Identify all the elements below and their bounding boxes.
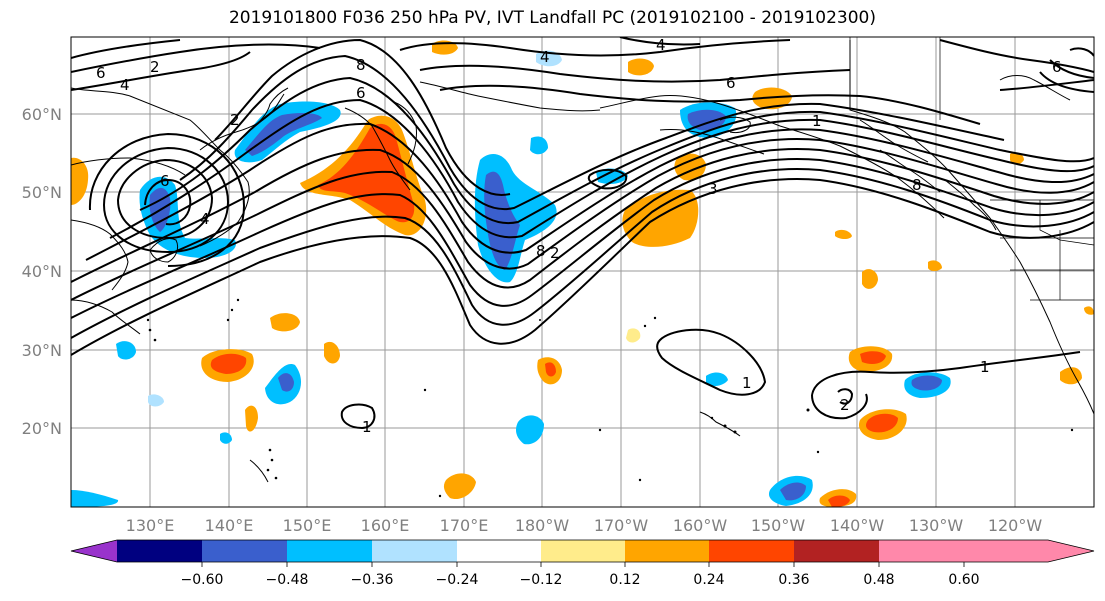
contour-label: 4 [656, 36, 666, 54]
colorbar-label: −0.24 [436, 572, 479, 588]
contour-label: 2 [550, 244, 560, 262]
contour-label: 4 [200, 210, 210, 228]
colorbar-extend-low [71, 540, 117, 562]
lon-tick-label: 170°W [594, 516, 649, 535]
lon-tick-label: 120°W [988, 516, 1043, 535]
lon-tick-label: 140°E [205, 516, 254, 535]
lon-tick-label: 130°W [909, 516, 964, 535]
colorbar-label: 0.24 [693, 572, 724, 588]
colorbar-label: −0.48 [266, 572, 309, 588]
colorbar-segment [457, 540, 541, 562]
contour-label: 6 [160, 172, 170, 190]
colorbar-label: −0.12 [520, 572, 563, 588]
contour-label: 1 [742, 374, 752, 392]
islands [146, 298, 1074, 498]
lon-tick-label: 160°E [361, 516, 410, 535]
contour-label: 6 [356, 84, 366, 102]
lon-tick-label: 170°E [440, 516, 489, 535]
lat-tick-label: 40°N [22, 262, 62, 281]
colorbar-label: 0.36 [778, 572, 809, 588]
colorbar-extend-high [964, 540, 1094, 562]
colorbar-segment [117, 540, 202, 562]
pv-contours [71, 37, 1094, 430]
contour-label: 2 [230, 111, 240, 129]
lon-tick-label: 140°W [830, 516, 885, 535]
contour-label: 2 [150, 58, 160, 76]
colorbar-segment [372, 540, 457, 562]
gridlines [71, 37, 1094, 507]
map-title: 2019101800 F036 250 hPa PV, IVT Landfall… [228, 8, 876, 28]
contour-label: 8 [912, 176, 922, 194]
colorbar-label: 0.48 [863, 572, 894, 588]
contour-label: 6 [1052, 58, 1062, 76]
contour-label: 4 [120, 76, 130, 94]
colorbar-segment [625, 540, 709, 562]
map-frame [70, 36, 1095, 508]
lon-tick-label: 160°W [673, 516, 728, 535]
contour-label: 4 [540, 48, 550, 66]
lon-ticks: 130°E 140°E 150°E 160°E 170°E 180°W 170°… [126, 516, 1043, 535]
lat-tick-label: 60°N [22, 105, 62, 124]
contour-label: 6 [96, 64, 106, 82]
lon-tick-label: 180°W [515, 516, 570, 535]
lat-tick-label: 50°N [22, 183, 62, 202]
lat-tick-label: 30°N [22, 341, 62, 360]
colorbar-segment [794, 540, 879, 562]
colorbar-segment [541, 540, 625, 562]
lat-tick-label: 20°N [22, 419, 62, 438]
colorbar-label: 0.12 [609, 572, 640, 588]
colorbar-label: −0.60 [181, 572, 224, 588]
colorbar-label: −0.36 [351, 572, 394, 588]
contour-label: 6 [726, 74, 736, 92]
lat-ticks: 60°N 50°N 40°N 30°N 20°N [22, 105, 62, 438]
colorbar-segment [287, 540, 372, 562]
colorbar: −0.60 −0.48 −0.36 −0.24 −0.12 0.12 0.24 … [70, 539, 1095, 588]
lon-tick-label: 150°E [283, 516, 332, 535]
colorbar-label: 0.60 [948, 572, 979, 588]
colorbar-segment [709, 540, 794, 562]
contour-label: 1 [980, 358, 990, 376]
contour-labels: 6 4 2 8 6 2 4 6 1 3 8 1 2 6 4 1 8 2 1 6 … [96, 36, 1062, 436]
lon-tick-label: 130°E [126, 516, 175, 535]
contour-label: 3 [708, 180, 718, 198]
colorbar-segment [202, 540, 287, 562]
contour-label: 8 [356, 56, 366, 74]
contour-label: 2 [840, 396, 850, 414]
contour-label: 1 [812, 112, 822, 130]
colorbar-segment [879, 540, 964, 562]
contour-label: 1 [362, 418, 372, 436]
lon-tick-label: 150°W [751, 516, 806, 535]
contour-label: 8 [536, 242, 546, 260]
